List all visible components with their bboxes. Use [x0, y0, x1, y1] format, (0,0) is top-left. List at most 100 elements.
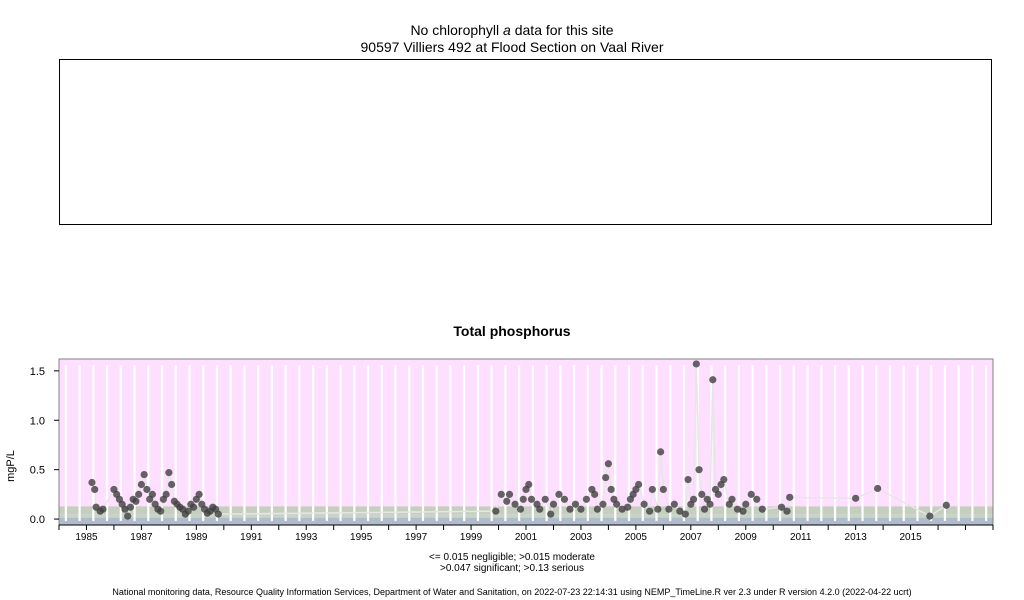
data-point [706, 500, 714, 508]
data-point [162, 490, 170, 498]
data-point [602, 473, 610, 482]
title1-italic: a [503, 22, 511, 38]
data-point [676, 507, 684, 515]
data-point [689, 495, 698, 503]
data-point [692, 360, 700, 368]
data-point [497, 490, 505, 498]
data-point [777, 503, 786, 511]
data-point [599, 500, 607, 508]
data-point [549, 500, 558, 508]
data-point [635, 480, 643, 489]
data-point [681, 510, 689, 518]
data-point [739, 507, 747, 515]
data-point [214, 510, 222, 518]
data-point [137, 480, 146, 489]
data-point [560, 495, 569, 503]
title1-before: No chlorophyll [410, 22, 504, 38]
data-point [640, 500, 648, 508]
data-point [536, 505, 544, 513]
data-point [786, 493, 794, 501]
x-tick-label: 1987 [130, 532, 153, 543]
data-point [88, 478, 96, 487]
data-point [511, 500, 519, 508]
x-tick-label: 1993 [295, 532, 318, 543]
data-point [670, 500, 678, 508]
x-tick-label: 2011 [790, 532, 812, 543]
x-tick-label: 2007 [680, 532, 703, 543]
footer-text: National monitoring data, Resource Quali… [112, 587, 912, 597]
data-point [505, 490, 514, 498]
band-moderate [59, 514, 993, 518]
data-point [714, 490, 722, 498]
phosphorus-chart-title: Total phosphorus [453, 323, 571, 339]
data-point [547, 510, 555, 518]
data-point [657, 448, 665, 456]
chart-title-line1: No chlorophyll a data for this site [0, 22, 1024, 38]
data-point [168, 480, 176, 489]
data-point [613, 500, 621, 508]
data-point [698, 490, 706, 498]
data-point [99, 505, 107, 513]
data-point [503, 497, 511, 505]
data-point [195, 490, 203, 498]
data-point [659, 485, 667, 494]
data-point [124, 512, 132, 520]
x-tick-label: 2009 [735, 532, 758, 543]
data-point [618, 505, 626, 513]
data-point [126, 503, 135, 511]
data-point [654, 505, 662, 513]
data-point [525, 480, 533, 489]
data-point [91, 485, 99, 494]
x-tick-label: 1997 [405, 532, 428, 543]
data-point [753, 495, 761, 503]
x-tick-label: 2003 [570, 532, 593, 543]
data-point [874, 484, 882, 493]
data-point [527, 495, 536, 503]
band-serious [59, 359, 993, 507]
data-point [607, 485, 615, 494]
data-point [852, 494, 860, 502]
data-point [648, 485, 656, 494]
y-tick-label: 1.5 [30, 366, 45, 378]
data-point [624, 503, 632, 511]
data-point [143, 485, 151, 494]
y-tick-label: 0.5 [30, 465, 45, 477]
data-point [591, 490, 599, 498]
data-point [665, 505, 673, 513]
y-axis-label: mgP/L [5, 450, 17, 482]
y-tick-label: 0.0 [30, 514, 45, 526]
legend-line-1: <= 0.015 negligible; >0.015 moderate [429, 552, 595, 563]
data-point [783, 507, 791, 515]
data-point [157, 507, 165, 515]
x-tick-label: 2001 [515, 532, 538, 543]
data-point [165, 469, 173, 477]
title1-after: data for this site [510, 22, 614, 38]
band-significant [59, 506, 993, 515]
data-point [571, 500, 580, 508]
data-point [516, 505, 525, 513]
data-point [695, 466, 703, 474]
data-point [684, 475, 692, 484]
data-point [541, 495, 549, 503]
data-point [700, 505, 709, 513]
x-tick-label: 1995 [350, 532, 373, 543]
data-point [140, 471, 148, 479]
data-point [926, 512, 934, 520]
x-tick-label: 1989 [185, 532, 208, 543]
data-point [747, 490, 755, 498]
data-point [190, 503, 198, 511]
data-point [709, 376, 717, 384]
data-point [720, 475, 728, 484]
data-point [942, 501, 950, 509]
data-point [646, 507, 654, 515]
data-point [184, 507, 192, 515]
data-point [132, 497, 140, 505]
x-tick-label: 1999 [460, 532, 483, 543]
data-point [582, 495, 591, 503]
x-tick-label: 1985 [75, 532, 98, 543]
data-point [577, 505, 585, 513]
data-point [604, 460, 613, 468]
data-point [742, 500, 750, 508]
y-tick-label: 1.0 [30, 415, 45, 427]
